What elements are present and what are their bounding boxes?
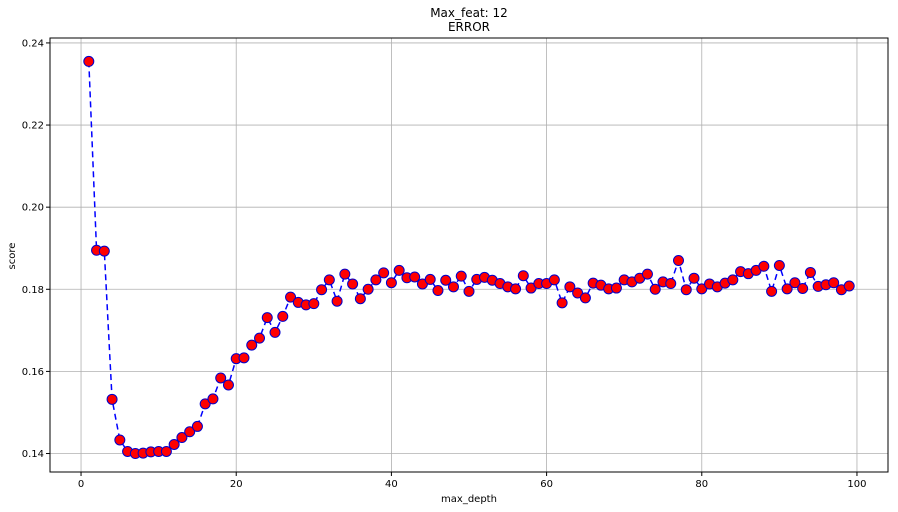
data-point <box>797 282 809 294</box>
y-axis-ticks: 0.14 0.16 0.18 0.20 0.22 0.24 <box>22 38 50 460</box>
data-point <box>393 264 405 276</box>
x-tick-label: 0 <box>78 479 84 490</box>
data-point <box>254 332 265 344</box>
y-tick-label: 0.24 <box>22 38 44 49</box>
y-tick-label: 0.14 <box>22 449 44 460</box>
data-point <box>114 434 126 446</box>
data-point <box>261 312 273 324</box>
data-point <box>517 270 529 282</box>
x-tick-label: 80 <box>695 479 708 490</box>
data-point <box>440 274 452 286</box>
data-point <box>463 285 475 297</box>
y-tick-label: 0.20 <box>22 203 44 214</box>
x-tick-label: 20 <box>230 479 243 490</box>
data-point <box>385 277 397 289</box>
data-point <box>277 310 289 322</box>
data-point <box>160 445 172 457</box>
x-axis-ticks: 0 20 40 60 80 100 <box>78 472 867 490</box>
data-point <box>766 285 778 297</box>
data-point <box>610 282 622 294</box>
data-point <box>331 295 343 307</box>
y-tick-label: 0.22 <box>22 121 44 132</box>
data-point <box>222 379 234 391</box>
grid <box>50 38 888 472</box>
data-point <box>184 426 196 438</box>
data-point <box>176 432 188 444</box>
data-point <box>207 393 219 405</box>
data-point <box>843 280 855 292</box>
data-point <box>680 284 692 296</box>
data-point <box>323 274 335 286</box>
data-point <box>168 438 180 450</box>
data-point <box>828 277 840 289</box>
data-point <box>347 278 359 290</box>
data-point <box>804 266 816 278</box>
data-point <box>316 284 328 296</box>
data-markers <box>83 55 855 460</box>
data-point <box>665 278 677 290</box>
data-point <box>548 274 560 286</box>
data-point <box>758 260 770 272</box>
data-point <box>362 283 374 295</box>
data-point <box>641 268 653 280</box>
data-point <box>673 255 684 267</box>
data-point <box>572 287 584 299</box>
y-tick-label: 0.16 <box>22 367 44 378</box>
x-tick-label: 100 <box>847 479 866 490</box>
series-layer <box>83 55 855 460</box>
series-line <box>88 61 850 455</box>
data-point <box>269 326 281 338</box>
data-point <box>215 372 227 384</box>
data-point <box>564 281 576 293</box>
data-point <box>378 267 390 279</box>
data-point <box>773 259 785 271</box>
x-tick-label: 40 <box>385 479 398 490</box>
x-tick-label: 60 <box>540 479 553 490</box>
data-point <box>781 283 793 295</box>
chart-title: Max_feat: 12 <box>430 6 508 20</box>
x-axis-label: max_depth <box>441 494 497 505</box>
data-point <box>556 297 568 309</box>
data-point <box>339 268 351 280</box>
data-point <box>727 274 739 286</box>
data-point <box>370 274 382 286</box>
data-point <box>308 298 320 310</box>
data-point <box>238 352 250 364</box>
data-point <box>649 283 661 295</box>
y-axis-label: score <box>7 243 18 270</box>
data-point <box>447 281 459 293</box>
data-point <box>98 245 110 257</box>
data-point <box>579 292 591 304</box>
data-point <box>285 291 297 303</box>
data-point <box>432 285 444 297</box>
y-tick-label: 0.18 <box>22 285 44 296</box>
data-point <box>246 339 258 351</box>
data-point <box>688 272 700 284</box>
chart-subtitle: ERROR <box>448 20 490 34</box>
data-point <box>424 273 436 285</box>
data-point <box>696 283 708 295</box>
data-point <box>789 277 801 289</box>
plot-frame <box>49 37 889 473</box>
data-point <box>191 420 203 432</box>
data-point <box>455 270 467 282</box>
data-point <box>409 271 421 283</box>
data-point <box>106 393 118 405</box>
data-point <box>510 283 522 295</box>
data-point <box>354 293 366 305</box>
data-point <box>83 55 95 67</box>
data-point <box>199 398 211 410</box>
